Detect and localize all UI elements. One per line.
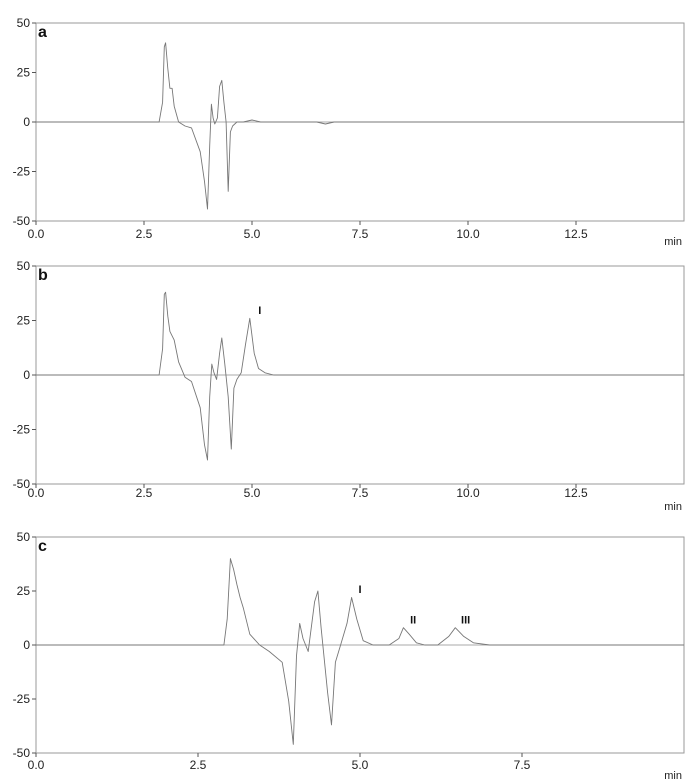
chromatogram-trace xyxy=(36,558,684,745)
peak-label: I xyxy=(258,305,261,317)
x-tick-label: 0.0 xyxy=(28,486,45,500)
y-tick-label: 25 xyxy=(17,314,31,328)
x-tick-label: 7.5 xyxy=(352,227,369,241)
chart-panel-b: 50 25 0 -25 -500.0 2.5 5.0 7.5 10.0 12.5 min b I xyxy=(13,259,685,513)
x-tick-label: 0.0 xyxy=(28,227,45,241)
y-tick-label: 25 xyxy=(17,584,31,598)
y-tick-label: 0 xyxy=(23,638,30,652)
y-tick-label: 50 xyxy=(17,530,31,544)
x-tick-label: 12.5 xyxy=(564,486,588,500)
peak-label: III xyxy=(461,614,470,626)
x-tick-label: 2.5 xyxy=(136,486,153,500)
y-tick-label: -50 xyxy=(13,746,31,760)
y-tick-label: -50 xyxy=(13,477,31,491)
panel-letter: a xyxy=(38,24,47,41)
peak-label: II xyxy=(410,614,416,626)
x-tick-label: 2.5 xyxy=(190,758,207,772)
x-tick-label: 0.0 xyxy=(28,758,45,772)
y-tick-label: -25 xyxy=(13,165,31,179)
x-tick-label: 2.5 xyxy=(136,227,153,241)
x-tick-label: 5.0 xyxy=(244,486,261,500)
y-tick-label: 50 xyxy=(17,259,31,273)
x-axis-unit-label: min xyxy=(664,770,682,782)
y-tick-label: 0 xyxy=(23,368,30,382)
x-axis-unit-label: min xyxy=(664,236,682,248)
y-tick-label: -25 xyxy=(13,692,31,706)
y-tick-label: -25 xyxy=(13,423,31,437)
y-tick-label: -50 xyxy=(13,214,31,228)
x-tick-label: 7.5 xyxy=(514,758,531,772)
x-tick-label: 5.0 xyxy=(352,758,369,772)
y-tick-label: 50 xyxy=(17,16,31,30)
panel-letter: c xyxy=(38,538,47,555)
x-tick-label: 12.5 xyxy=(564,227,588,241)
x-tick-label: 10.0 xyxy=(456,227,480,241)
chromatogram-trace xyxy=(36,291,684,461)
peak-label: I xyxy=(358,584,361,596)
x-tick-label: 5.0 xyxy=(244,227,261,241)
y-tick-label: 25 xyxy=(17,66,31,80)
chart-panel-a: 50 25 0 -25 -500.0 2.5 5.0 7.5 10.0 12.5 min a xyxy=(13,16,685,248)
x-tick-label: 10.0 xyxy=(456,486,480,500)
panel-letter: b xyxy=(38,267,48,284)
x-tick-label: 7.5 xyxy=(352,486,369,500)
x-axis-unit-label: min xyxy=(664,501,682,513)
y-tick-label: 0 xyxy=(23,115,30,129)
chromatogram-trace xyxy=(36,42,684,210)
